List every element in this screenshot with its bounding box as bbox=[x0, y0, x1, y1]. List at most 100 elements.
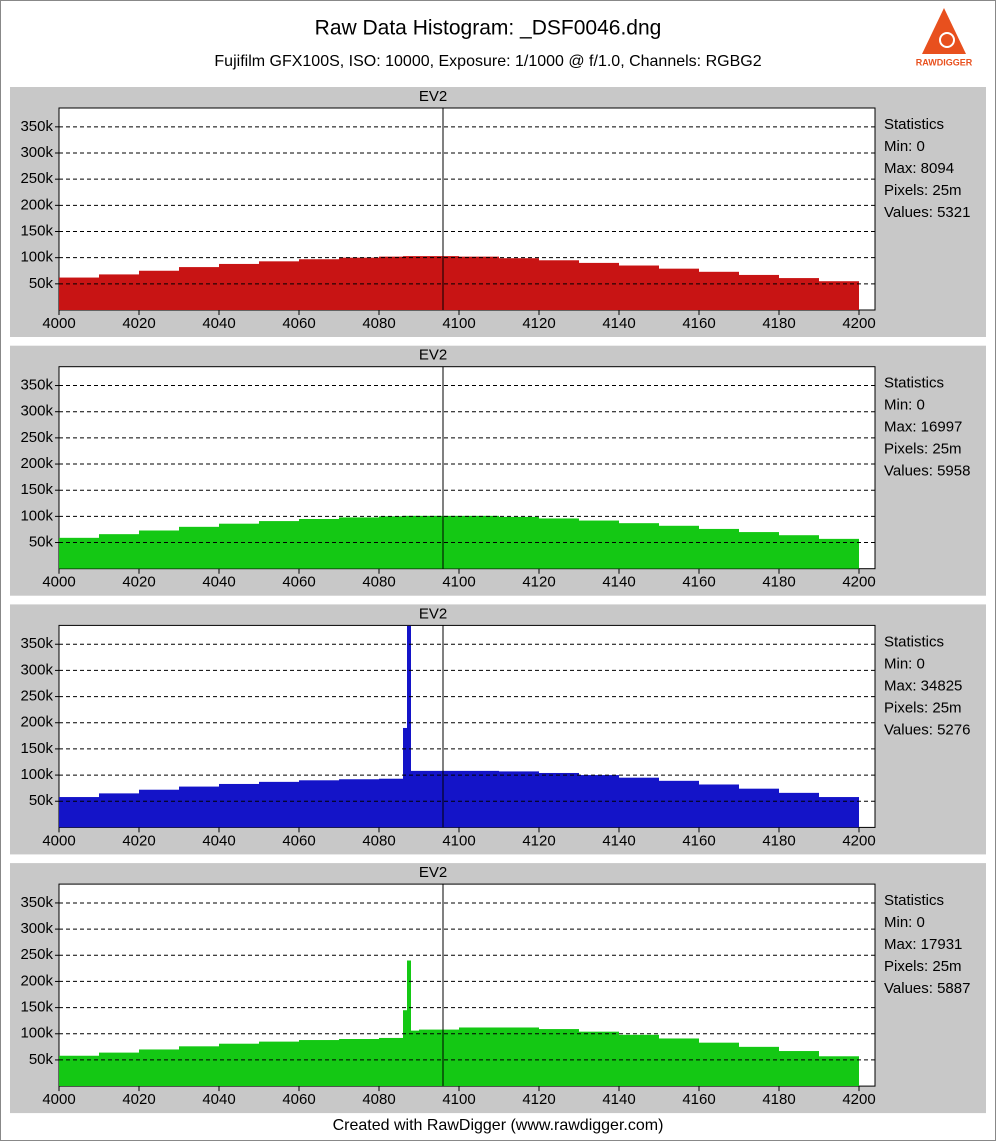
bar bbox=[459, 1027, 499, 1087]
bar bbox=[411, 515, 419, 569]
stat-text: Values: 5958 bbox=[884, 463, 970, 480]
y-tick-label: 250k bbox=[20, 170, 53, 187]
y-tick-label: 350k bbox=[20, 377, 53, 394]
bar bbox=[179, 267, 219, 310]
bar bbox=[739, 274, 779, 310]
x-tick-label: 4160 bbox=[682, 574, 715, 591]
x-tick-label: 4100 bbox=[442, 574, 475, 591]
logo-glyph bbox=[939, 32, 955, 48]
y-tick-label: 150k bbox=[20, 481, 53, 498]
x-tick-label: 4160 bbox=[682, 832, 715, 849]
stat-text: Pixels: 25m bbox=[884, 699, 962, 716]
bar bbox=[739, 788, 779, 828]
x-tick-label: 4180 bbox=[762, 1091, 795, 1108]
bar bbox=[619, 1034, 659, 1087]
bar bbox=[219, 1043, 259, 1087]
x-tick-label: 4160 bbox=[682, 315, 715, 332]
bar bbox=[139, 530, 179, 569]
x-tick-label: 4080 bbox=[362, 315, 395, 332]
bar bbox=[219, 783, 259, 828]
x-tick-label: 4160 bbox=[682, 1091, 715, 1108]
bar bbox=[259, 261, 299, 310]
x-tick-label: 4080 bbox=[362, 832, 395, 849]
x-tick-label: 4040 bbox=[202, 832, 235, 849]
chart-subtitle: Fujifilm GFX100S, ISO: 10000, Exposure: … bbox=[214, 53, 761, 70]
stat-text: Min: 0 bbox=[884, 138, 925, 155]
y-tick-label: 350k bbox=[20, 635, 53, 652]
y-tick-label: 300k bbox=[20, 920, 53, 937]
bar bbox=[407, 625, 411, 828]
y-tick-label: 250k bbox=[20, 946, 53, 963]
bar bbox=[339, 1039, 379, 1087]
x-tick-label: 4140 bbox=[602, 574, 635, 591]
bar bbox=[411, 1030, 419, 1087]
x-tick-label: 4200 bbox=[842, 574, 875, 591]
bar bbox=[403, 1010, 407, 1087]
bar bbox=[339, 257, 379, 310]
bar bbox=[99, 1052, 139, 1087]
x-tick-label: 4020 bbox=[122, 315, 155, 332]
bar bbox=[99, 534, 139, 569]
bar bbox=[179, 526, 219, 569]
bar bbox=[379, 1037, 403, 1087]
x-tick-label: 4120 bbox=[522, 315, 555, 332]
stat-text: Max: 34825 bbox=[884, 677, 962, 694]
bar bbox=[419, 1029, 459, 1087]
y-tick-label: 100k bbox=[20, 507, 53, 524]
x-tick-label: 4020 bbox=[122, 1091, 155, 1108]
logo: RAWDIGGER bbox=[916, 8, 973, 67]
y-tick-label: 100k bbox=[20, 1025, 53, 1042]
bar bbox=[403, 256, 407, 310]
bar bbox=[499, 516, 539, 569]
x-tick-label: 4080 bbox=[362, 1091, 395, 1108]
bar bbox=[259, 521, 299, 569]
stat-text: Pixels: 25m bbox=[884, 182, 962, 199]
x-tick-label: 4060 bbox=[282, 832, 315, 849]
bar bbox=[739, 1046, 779, 1087]
bar bbox=[339, 779, 379, 828]
x-tick-label: 4060 bbox=[282, 1091, 315, 1108]
logo-text: RAWDIGGER bbox=[916, 57, 973, 67]
x-tick-label: 4000 bbox=[42, 1091, 75, 1108]
stat-text: Max: 8094 bbox=[884, 160, 954, 177]
bar bbox=[339, 517, 379, 569]
y-tick-label: 250k bbox=[20, 429, 53, 446]
ev-label: EV2 bbox=[419, 347, 447, 364]
stat-text: Pixels: 25m bbox=[884, 441, 962, 458]
stat-text: Values: 5276 bbox=[884, 721, 970, 738]
y-tick-label: 50k bbox=[29, 275, 54, 292]
y-tick-label: 200k bbox=[20, 714, 53, 731]
y-tick-label: 100k bbox=[20, 766, 53, 783]
bar bbox=[299, 259, 339, 310]
bar bbox=[403, 727, 407, 828]
bar bbox=[699, 528, 739, 569]
y-tick-label: 200k bbox=[20, 972, 53, 989]
x-tick-label: 4200 bbox=[842, 315, 875, 332]
x-tick-label: 4000 bbox=[42, 315, 75, 332]
x-tick-label: 4140 bbox=[602, 832, 635, 849]
bar bbox=[59, 277, 99, 310]
stat-text: Min: 0 bbox=[884, 655, 925, 672]
bar bbox=[299, 1040, 339, 1087]
bar bbox=[99, 793, 139, 828]
bar bbox=[819, 1056, 859, 1087]
bar bbox=[779, 792, 819, 828]
bar bbox=[411, 770, 419, 828]
y-tick-label: 250k bbox=[20, 688, 53, 705]
bar bbox=[659, 1038, 699, 1087]
stat-text: Statistics bbox=[884, 375, 944, 392]
bar bbox=[699, 1042, 739, 1087]
bar bbox=[699, 784, 739, 828]
x-tick-label: 4020 bbox=[122, 574, 155, 591]
bar bbox=[619, 777, 659, 828]
bar bbox=[539, 260, 579, 310]
x-tick-label: 4080 bbox=[362, 574, 395, 591]
stat-text: Min: 0 bbox=[884, 914, 925, 931]
stat-text: Values: 5321 bbox=[884, 204, 970, 221]
bar bbox=[659, 525, 699, 569]
x-tick-label: 4100 bbox=[442, 832, 475, 849]
x-tick-label: 4140 bbox=[602, 315, 635, 332]
x-tick-label: 4100 bbox=[442, 315, 475, 332]
bar bbox=[699, 271, 739, 310]
bar bbox=[259, 781, 299, 828]
